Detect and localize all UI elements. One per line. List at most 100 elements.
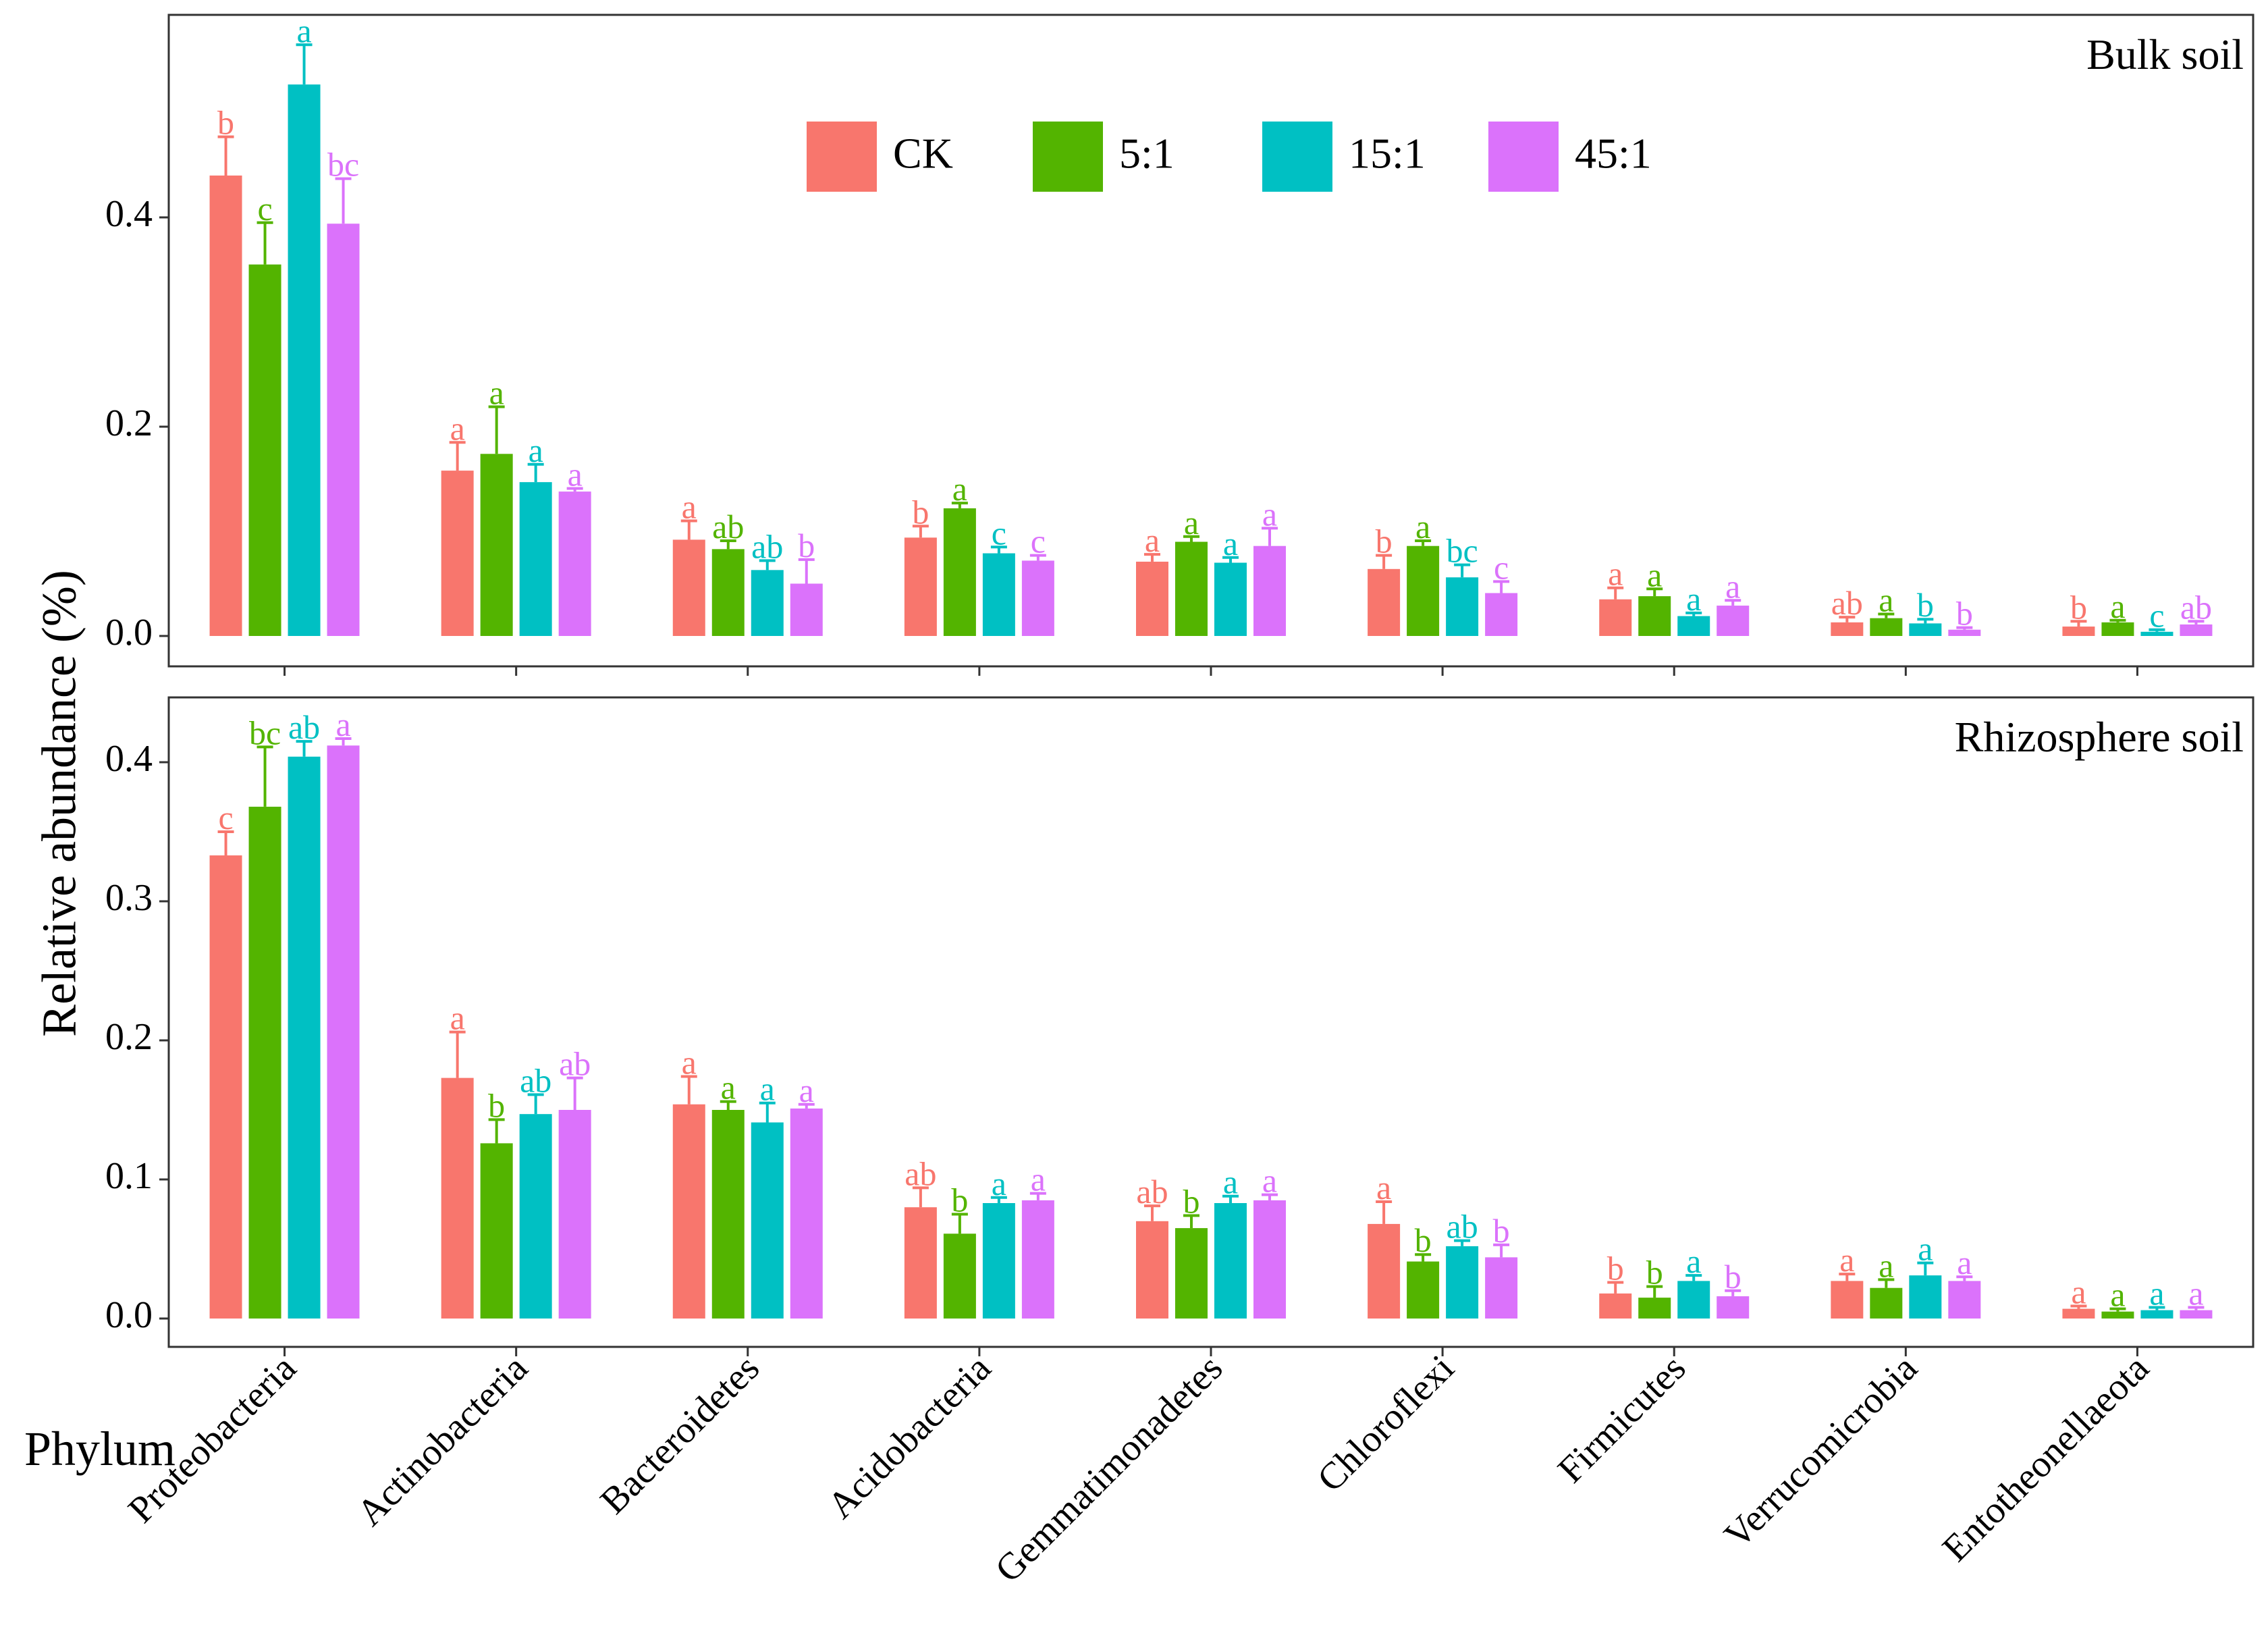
bar-15-1 — [1677, 1281, 1710, 1319]
significance-label: a — [1957, 1244, 1972, 1281]
legend-label: 45:1 — [1575, 130, 1652, 178]
bar-15-1 — [1446, 1246, 1479, 1319]
bar-CK — [2062, 627, 2095, 636]
significance-label: c — [1031, 523, 1046, 560]
significance-label: a — [1725, 567, 1740, 605]
legend-label: 15:1 — [1349, 130, 1426, 178]
bar-CK — [441, 471, 474, 636]
significance-label: a — [1608, 555, 1623, 593]
bar-15-1 — [751, 570, 784, 636]
bar-45-1 — [1021, 560, 1054, 636]
bar-15-1 — [2140, 631, 2174, 636]
bar-CK — [1136, 561, 1168, 636]
significance-label: b — [1607, 1249, 1624, 1287]
bar-45-1 — [327, 223, 360, 636]
legend-label: 5:1 — [1119, 130, 1174, 178]
significance-label: a — [1879, 1246, 1893, 1284]
significance-label: b — [912, 493, 929, 531]
significance-label: a — [1839, 1241, 1854, 1279]
bar-45-1 — [1948, 629, 1981, 636]
bar-15-1 — [519, 1114, 552, 1319]
y-tick-label: 0.1 — [105, 1155, 153, 1197]
significance-label: a — [450, 999, 465, 1037]
bar-45-1 — [2180, 624, 2213, 636]
significance-label: a — [682, 1044, 697, 1082]
y-axis-title: Relative abundance (%) — [32, 570, 86, 1037]
significance-label: b — [951, 1181, 968, 1219]
bar-45-1 — [1717, 1296, 1750, 1319]
significance-label: ab — [1831, 584, 1863, 622]
bar-CK — [1599, 599, 1632, 636]
significance-label: a — [1262, 1162, 1277, 1200]
legend-item: 45:1 — [1488, 122, 1652, 192]
bar-CK — [1136, 1221, 1168, 1319]
bar-5-1 — [2101, 622, 2134, 636]
bar-5-1 — [480, 454, 513, 636]
x-tick-label: Verrucomicrobia — [1717, 1347, 1926, 1556]
bar-5-1 — [1175, 541, 1208, 636]
x-tick-label: Actinobacteria — [349, 1347, 536, 1534]
significance-label: b — [1956, 595, 1973, 633]
legend-item: CK — [807, 122, 953, 192]
bar-CK — [2062, 1308, 2095, 1319]
significance-label: ab — [1447, 1208, 1478, 1246]
significance-label: a — [682, 488, 697, 526]
bar-CK — [1831, 1281, 1864, 1319]
significance-label: a — [529, 431, 543, 469]
bar-15-1 — [1214, 1203, 1247, 1319]
legend-swatch — [1262, 122, 1332, 192]
significance-label: ab — [559, 1045, 591, 1083]
bar-45-1 — [790, 1108, 823, 1319]
significance-label: a — [992, 1165, 1006, 1202]
legend-item: 15:1 — [1262, 122, 1426, 192]
significance-label: a — [1223, 1163, 1238, 1201]
bar-15-1 — [982, 553, 1015, 636]
legend-item: 5:1 — [1033, 122, 1174, 192]
significance-label: b — [1646, 1254, 1663, 1292]
significance-label: b — [2070, 588, 2087, 626]
bar-CK — [1368, 568, 1401, 636]
bar-15-1 — [1909, 1275, 1942, 1319]
x-tick-label: Firmicutes — [1550, 1347, 1694, 1491]
bar-15-1 — [982, 1203, 1015, 1319]
significance-label: a — [1686, 1242, 1701, 1280]
significance-label: c — [992, 514, 1006, 552]
bar-15-1 — [1214, 562, 1247, 636]
significance-label: b — [217, 104, 234, 142]
significance-label: a — [1376, 1169, 1391, 1206]
bar-5-1 — [943, 508, 976, 636]
bar-45-1 — [1485, 593, 1518, 636]
y-tick-label: 0.3 — [105, 877, 153, 919]
bar-CK — [441, 1077, 474, 1319]
x-tick-label: Chloroflexi — [1310, 1347, 1462, 1499]
bar-CK — [672, 539, 705, 636]
bar-CK — [672, 1104, 705, 1319]
bar-CK — [1599, 1293, 1632, 1319]
bar-15-1 — [519, 482, 552, 636]
bar-5-1 — [1407, 1261, 1440, 1319]
significance-label: a — [450, 409, 465, 447]
bar-15-1 — [751, 1122, 784, 1319]
bar-45-1 — [558, 491, 591, 636]
bar-CK — [209, 176, 242, 636]
bar-CK — [1368, 1223, 1401, 1319]
bar-5-1 — [1638, 1298, 1671, 1319]
legend-swatch — [1488, 122, 1559, 192]
bar-5-1 — [943, 1233, 976, 1319]
x-tick-label: Bacteroidetes — [593, 1347, 767, 1522]
significance-label: a — [1184, 504, 1199, 541]
significance-label: a — [335, 706, 350, 743]
significance-label: bc — [327, 146, 359, 184]
x-axis-title: Phylum — [24, 1422, 176, 1476]
significance-label: ab — [520, 1061, 551, 1099]
bar-CK — [209, 855, 242, 1319]
bar-45-1 — [1717, 606, 1750, 636]
significance-label: c — [257, 190, 272, 228]
x-tick-label: Entotheonellaeota — [1935, 1347, 2157, 1570]
significance-label: a — [1223, 525, 1238, 562]
bar-45-1 — [1948, 1281, 1981, 1319]
bar-15-1 — [1446, 577, 1479, 636]
significance-label: c — [1494, 548, 1509, 586]
significance-label: a — [1686, 580, 1701, 618]
significance-label: a — [1145, 521, 1160, 559]
